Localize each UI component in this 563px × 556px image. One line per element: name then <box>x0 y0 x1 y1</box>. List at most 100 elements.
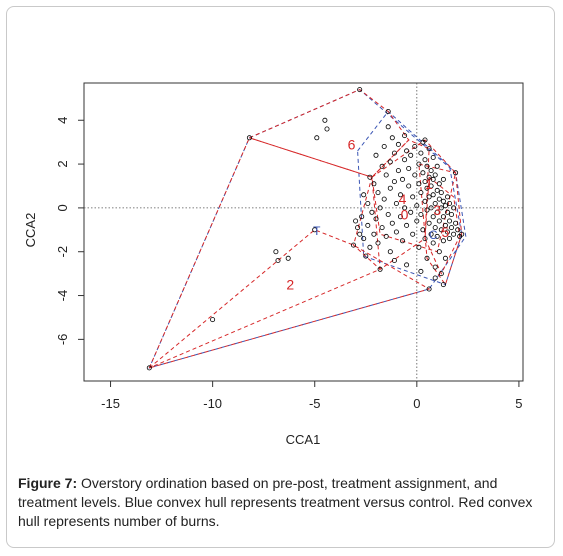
data-point <box>322 117 328 123</box>
data-point <box>373 152 379 158</box>
data-point <box>424 163 430 169</box>
data-point <box>418 150 424 156</box>
red-hull <box>148 229 431 369</box>
data-point <box>404 222 410 228</box>
data-point <box>391 150 397 156</box>
data-point <box>312 227 318 233</box>
data-point <box>246 135 252 141</box>
data-point <box>385 211 391 217</box>
data-point <box>404 262 410 268</box>
data-point <box>355 225 361 231</box>
data-point <box>379 225 385 231</box>
data-point <box>434 209 440 215</box>
data-point <box>438 227 444 233</box>
data-point <box>455 227 461 233</box>
y-axis-label: CCA2 <box>23 213 38 248</box>
data-point <box>387 159 393 165</box>
data-point <box>404 148 410 154</box>
data-point <box>383 233 389 239</box>
data-point <box>402 205 408 211</box>
data-point <box>385 124 391 130</box>
figure-frame <box>6 6 555 548</box>
data-point <box>373 216 379 222</box>
red-hull <box>418 163 463 286</box>
data-point <box>406 165 412 171</box>
y-tick-label: -2 <box>55 246 70 258</box>
data-point <box>391 257 397 263</box>
data-point <box>375 240 381 246</box>
data-point <box>408 152 414 158</box>
data-point <box>410 231 416 237</box>
data-point <box>393 229 399 235</box>
data-point <box>416 244 422 250</box>
data-point <box>424 207 430 213</box>
data-point <box>371 231 377 237</box>
data-point <box>426 286 432 292</box>
data-point <box>387 249 393 255</box>
data-point <box>436 181 442 187</box>
data-point <box>438 205 444 211</box>
plot-axes: -15 -10 -5 0 5 -6 -4 -2 0 2 4 <box>55 82 524 411</box>
data-point <box>363 253 369 259</box>
data-point <box>350 242 356 248</box>
data-point <box>420 227 426 233</box>
caption-text: Overstory ordination based on pre-post, … <box>18 475 533 529</box>
data-point <box>459 231 465 237</box>
red-group-label: 4 <box>399 191 407 207</box>
red-group-label: 0 <box>401 206 409 222</box>
data-point <box>389 220 395 226</box>
y-tick-label: -4 <box>55 290 70 302</box>
data-point <box>451 205 457 211</box>
data-point <box>420 170 426 176</box>
data-point <box>432 275 438 281</box>
y-tick-label: -6 <box>55 334 70 346</box>
data-point <box>444 209 450 215</box>
blue-group-label: C <box>429 228 438 242</box>
x-tick-label: -10 <box>203 396 222 411</box>
data-point <box>438 271 444 277</box>
data-point <box>418 211 424 217</box>
data-point <box>377 266 383 272</box>
data-point <box>446 200 452 206</box>
data-point <box>430 176 436 182</box>
red-hull <box>148 137 381 369</box>
data-point <box>365 200 371 206</box>
data-point <box>314 135 320 141</box>
data-point <box>391 179 397 185</box>
data-point <box>430 154 436 160</box>
data-point <box>436 249 442 255</box>
data-point <box>442 255 448 261</box>
figure-caption: Figure 7: Overstory ordination based on … <box>18 474 550 531</box>
data-point <box>434 163 440 169</box>
y-tick-label: 0 <box>55 204 70 211</box>
data-point <box>414 218 420 224</box>
data-point <box>432 172 438 178</box>
data-point <box>428 205 434 211</box>
data-point <box>383 172 389 178</box>
data-point <box>426 194 432 200</box>
data-point <box>353 218 359 224</box>
data-point <box>369 209 375 215</box>
data-point <box>426 174 432 180</box>
data-point <box>434 187 440 193</box>
red-group-label: 3 <box>433 202 441 218</box>
data-point <box>424 255 430 261</box>
data-point <box>440 198 446 204</box>
x-axis-label: CCA1 <box>286 432 321 447</box>
plot-box <box>83 82 524 382</box>
data-point <box>440 238 446 244</box>
data-point <box>428 183 434 189</box>
data-point <box>397 214 403 220</box>
data-point <box>440 214 446 220</box>
data-point <box>438 190 444 196</box>
blue-group-label: T <box>313 224 321 238</box>
x-tick-label: 5 <box>515 396 522 411</box>
data-point <box>442 222 448 228</box>
x-tick-label: 0 <box>413 396 420 411</box>
data-point <box>422 137 428 143</box>
data-point <box>440 282 446 288</box>
data-point <box>444 194 450 200</box>
y-tick-label: 2 <box>55 160 70 167</box>
data-point <box>361 192 367 198</box>
